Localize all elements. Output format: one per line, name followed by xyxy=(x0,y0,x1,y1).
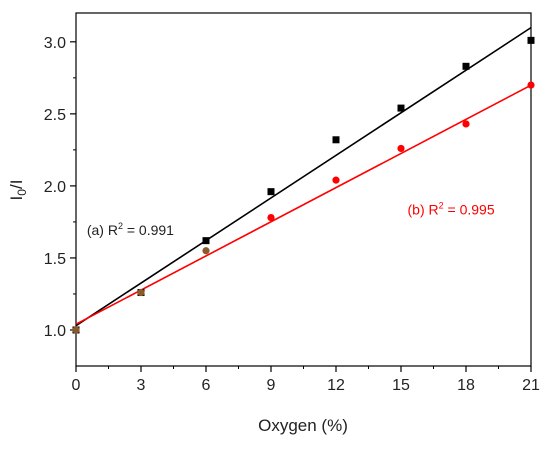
point-a xyxy=(462,62,470,70)
annotation-a: (a) R2 = 0.991 xyxy=(87,221,174,238)
y-tick-label: 2.5 xyxy=(44,107,66,124)
point-a xyxy=(202,237,210,245)
y-axis-title: I0/I xyxy=(7,180,29,201)
y-tick-label: 1.0 xyxy=(44,323,66,340)
x-tick-label: 3 xyxy=(137,377,146,394)
fit-lines-layer xyxy=(75,26,532,327)
annotations-layer: (a) R2 = 0.991 (b) R2 = 0.995 xyxy=(87,201,495,238)
annotation-b: (b) R2 = 0.995 xyxy=(408,201,495,218)
fit-line-a xyxy=(75,26,532,327)
point-overlap xyxy=(202,247,210,255)
y-tick-label: 3.0 xyxy=(44,35,66,52)
point-overlap xyxy=(72,326,80,334)
point-b xyxy=(462,120,470,128)
point-a xyxy=(267,188,275,196)
y-tick-label: 2.0 xyxy=(44,179,66,196)
x-tick-label: 9 xyxy=(267,377,276,394)
x-tick-label: 0 xyxy=(72,377,81,394)
x-axis-title: Oxygen (%) xyxy=(258,416,348,435)
point-a xyxy=(332,136,340,144)
fit-line-b xyxy=(75,84,532,325)
x-tick-label: 18 xyxy=(457,377,475,394)
point-a xyxy=(527,36,535,44)
point-b xyxy=(527,81,535,89)
point-a xyxy=(397,104,405,112)
x-tick-label: 21 xyxy=(522,377,540,394)
y-tick-label: 1.5 xyxy=(44,251,66,268)
data-points-layer xyxy=(72,36,535,334)
point-b xyxy=(332,176,340,184)
point-overlap xyxy=(137,288,145,297)
x-tick-label: 6 xyxy=(202,377,211,394)
point-b xyxy=(267,213,275,222)
x-tick-label: 15 xyxy=(392,377,410,394)
axes-layer: 0 3 6 9 12 15 18 21 1.0 1.5 2.0 2.5 3.0 xyxy=(44,12,540,394)
x-tick-label: 12 xyxy=(327,377,345,394)
point-b xyxy=(397,144,405,153)
